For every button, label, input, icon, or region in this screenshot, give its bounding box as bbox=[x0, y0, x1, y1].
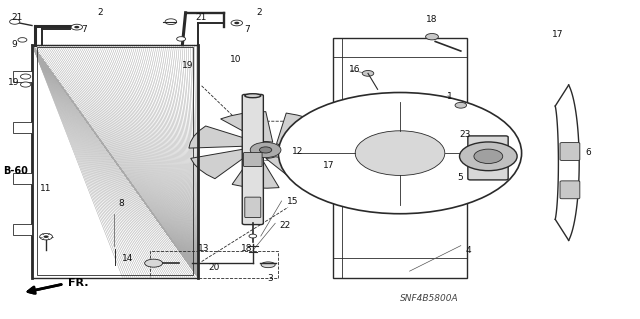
Text: 5: 5 bbox=[458, 173, 463, 182]
Polygon shape bbox=[13, 122, 32, 133]
Text: 14: 14 bbox=[122, 254, 133, 263]
FancyBboxPatch shape bbox=[243, 94, 264, 225]
FancyBboxPatch shape bbox=[468, 136, 508, 180]
Circle shape bbox=[18, 38, 27, 42]
Text: 4: 4 bbox=[466, 246, 472, 255]
Text: 22: 22 bbox=[279, 221, 291, 230]
Text: 8: 8 bbox=[118, 199, 124, 208]
Circle shape bbox=[10, 19, 20, 24]
Circle shape bbox=[250, 142, 281, 158]
Ellipse shape bbox=[245, 94, 261, 98]
Text: 21: 21 bbox=[195, 13, 207, 22]
Circle shape bbox=[177, 37, 186, 41]
Text: 7: 7 bbox=[244, 25, 250, 34]
Circle shape bbox=[362, 70, 374, 76]
Polygon shape bbox=[221, 112, 273, 142]
Text: 21: 21 bbox=[12, 13, 23, 22]
Circle shape bbox=[474, 149, 503, 164]
Text: 7: 7 bbox=[81, 25, 87, 34]
Circle shape bbox=[71, 24, 83, 30]
Text: 16: 16 bbox=[349, 65, 360, 74]
Polygon shape bbox=[276, 113, 326, 148]
FancyBboxPatch shape bbox=[560, 143, 580, 160]
Circle shape bbox=[231, 20, 243, 26]
Circle shape bbox=[234, 22, 239, 24]
Polygon shape bbox=[266, 157, 333, 184]
Polygon shape bbox=[13, 224, 32, 235]
Text: 12: 12 bbox=[292, 147, 303, 156]
Circle shape bbox=[249, 234, 257, 238]
Circle shape bbox=[455, 102, 467, 108]
Polygon shape bbox=[32, 45, 198, 278]
Circle shape bbox=[278, 93, 522, 214]
Circle shape bbox=[40, 234, 52, 240]
Text: FR.: FR. bbox=[68, 278, 89, 288]
Circle shape bbox=[20, 74, 31, 79]
Circle shape bbox=[426, 33, 438, 40]
Ellipse shape bbox=[145, 259, 163, 267]
Ellipse shape bbox=[261, 262, 275, 268]
Text: 20: 20 bbox=[208, 263, 220, 271]
Polygon shape bbox=[279, 135, 342, 159]
Polygon shape bbox=[189, 126, 258, 148]
Text: 19: 19 bbox=[182, 61, 194, 70]
Polygon shape bbox=[13, 173, 32, 184]
FancyBboxPatch shape bbox=[560, 181, 580, 199]
Circle shape bbox=[259, 147, 272, 153]
Text: 11: 11 bbox=[40, 184, 52, 193]
Text: 6: 6 bbox=[586, 148, 591, 157]
Bar bbox=[32, 45, 198, 278]
Text: 19: 19 bbox=[8, 78, 20, 87]
Text: 18: 18 bbox=[241, 244, 252, 253]
Text: 9: 9 bbox=[12, 40, 17, 48]
Polygon shape bbox=[191, 148, 250, 179]
Text: 2: 2 bbox=[256, 8, 262, 17]
Circle shape bbox=[44, 235, 49, 238]
Circle shape bbox=[460, 142, 517, 171]
Circle shape bbox=[355, 131, 445, 175]
Circle shape bbox=[74, 26, 79, 28]
Circle shape bbox=[165, 19, 177, 25]
Text: 2: 2 bbox=[97, 8, 103, 17]
Polygon shape bbox=[13, 71, 32, 82]
Text: 18: 18 bbox=[426, 15, 437, 24]
Text: 17: 17 bbox=[323, 161, 335, 170]
FancyBboxPatch shape bbox=[244, 152, 262, 167]
Text: 15: 15 bbox=[287, 197, 299, 206]
Text: 10: 10 bbox=[230, 55, 242, 63]
Polygon shape bbox=[232, 155, 279, 188]
Text: 1: 1 bbox=[447, 92, 452, 101]
Text: 3: 3 bbox=[268, 274, 273, 283]
Text: B-60: B-60 bbox=[3, 166, 28, 176]
Text: 23: 23 bbox=[460, 130, 471, 139]
Polygon shape bbox=[333, 38, 467, 278]
Circle shape bbox=[20, 82, 31, 87]
FancyBboxPatch shape bbox=[245, 197, 261, 218]
Text: 13: 13 bbox=[198, 244, 210, 253]
Text: 17: 17 bbox=[552, 30, 563, 39]
Text: SNF4B5800A: SNF4B5800A bbox=[400, 294, 459, 303]
